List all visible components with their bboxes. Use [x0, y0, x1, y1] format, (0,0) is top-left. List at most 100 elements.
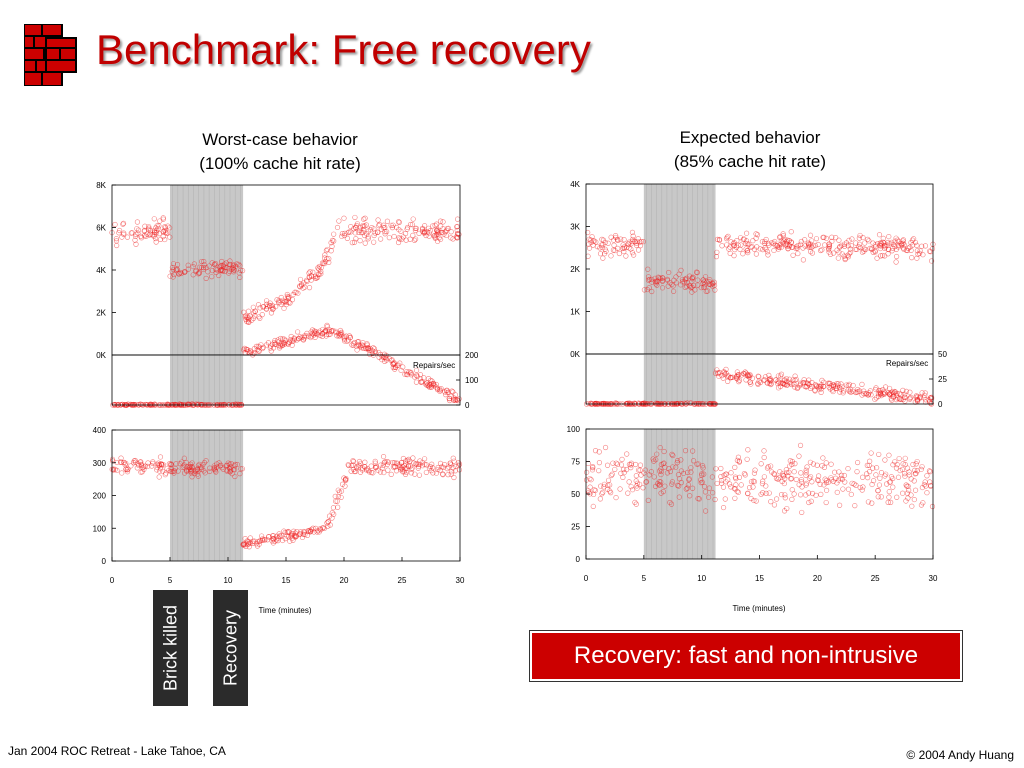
data-point [682, 284, 688, 290]
data-point [765, 464, 771, 470]
data-point [866, 238, 872, 244]
data-point [777, 383, 784, 390]
data-point [160, 234, 166, 240]
data-point [183, 459, 189, 466]
data-point [238, 466, 244, 472]
data-point [211, 463, 217, 469]
data-point [736, 474, 743, 481]
data-point [611, 237, 617, 243]
data-point [743, 230, 750, 236]
data-point [773, 496, 780, 502]
data-point [119, 234, 125, 240]
data-point [359, 342, 365, 348]
data-point [859, 381, 865, 387]
data-point [633, 473, 639, 479]
data-point [393, 224, 400, 231]
data-point [902, 471, 908, 477]
data-point [629, 487, 636, 493]
data-point [632, 461, 639, 468]
data-point [413, 236, 419, 242]
data-point [278, 341, 284, 347]
data-point [892, 238, 898, 244]
data-point [780, 380, 787, 387]
data-point [722, 496, 728, 502]
data-point [336, 218, 342, 224]
data-point [346, 229, 352, 235]
data-point [751, 479, 758, 485]
data-point [842, 255, 848, 262]
data-point [911, 478, 917, 484]
data-point [383, 356, 389, 362]
y-tick-label: 50 [938, 350, 947, 359]
data-point [360, 340, 366, 346]
data-point [615, 245, 621, 251]
data-point [270, 536, 276, 542]
y-tick-label: 3K [570, 223, 580, 232]
data-point [232, 461, 238, 467]
data-point [378, 236, 384, 242]
data-point [418, 379, 424, 385]
data-point [854, 459, 861, 466]
data-point [753, 498, 759, 504]
data-point [798, 470, 804, 476]
data-point [135, 461, 141, 467]
data-point [829, 238, 835, 244]
data-point [921, 395, 927, 401]
data-point [757, 379, 764, 386]
data-point [682, 448, 689, 454]
data-point [823, 487, 830, 493]
data-point [308, 333, 315, 339]
data-point [378, 462, 384, 468]
data-point [758, 491, 764, 497]
data-point [642, 467, 648, 473]
data-point [882, 457, 888, 463]
data-point [658, 471, 664, 478]
data-point [837, 389, 843, 395]
data-point [651, 474, 657, 480]
data-point [189, 460, 195, 466]
data-point [259, 345, 266, 352]
data-point [291, 335, 297, 341]
data-point [695, 277, 701, 283]
data-point [267, 303, 273, 309]
data-point [739, 372, 745, 378]
data-point [608, 253, 614, 259]
data-point [732, 464, 738, 470]
data-point [597, 496, 603, 502]
data-point [701, 284, 707, 291]
data-point [760, 478, 766, 484]
data-point [789, 487, 795, 493]
data-point [863, 391, 869, 397]
data-point [813, 236, 820, 242]
data-point [620, 474, 626, 480]
data-point [635, 247, 642, 253]
data-point [914, 458, 920, 465]
data-point [795, 384, 801, 391]
data-point [723, 471, 729, 477]
data-point [644, 286, 650, 293]
y-tick-label: 25 [571, 523, 580, 532]
data-point [404, 224, 411, 231]
data-point [725, 477, 731, 483]
data-point [165, 223, 171, 229]
data-point [239, 466, 246, 472]
data-point [820, 234, 826, 240]
data-point [450, 465, 456, 471]
data-point [437, 218, 444, 224]
data-point [878, 241, 884, 247]
data-point [674, 482, 681, 488]
data-point [154, 223, 160, 229]
data-point [890, 462, 896, 468]
data-point [856, 241, 863, 247]
data-point [301, 333, 307, 339]
data-point [404, 372, 411, 378]
data-point [778, 371, 785, 377]
data-point [809, 479, 815, 485]
data-point [725, 378, 731, 384]
y-tick-label: 2K [96, 309, 106, 318]
data-point [398, 367, 404, 373]
data-point [608, 234, 614, 240]
data-point [903, 498, 909, 504]
data-point [335, 504, 341, 510]
data-point [628, 241, 634, 247]
